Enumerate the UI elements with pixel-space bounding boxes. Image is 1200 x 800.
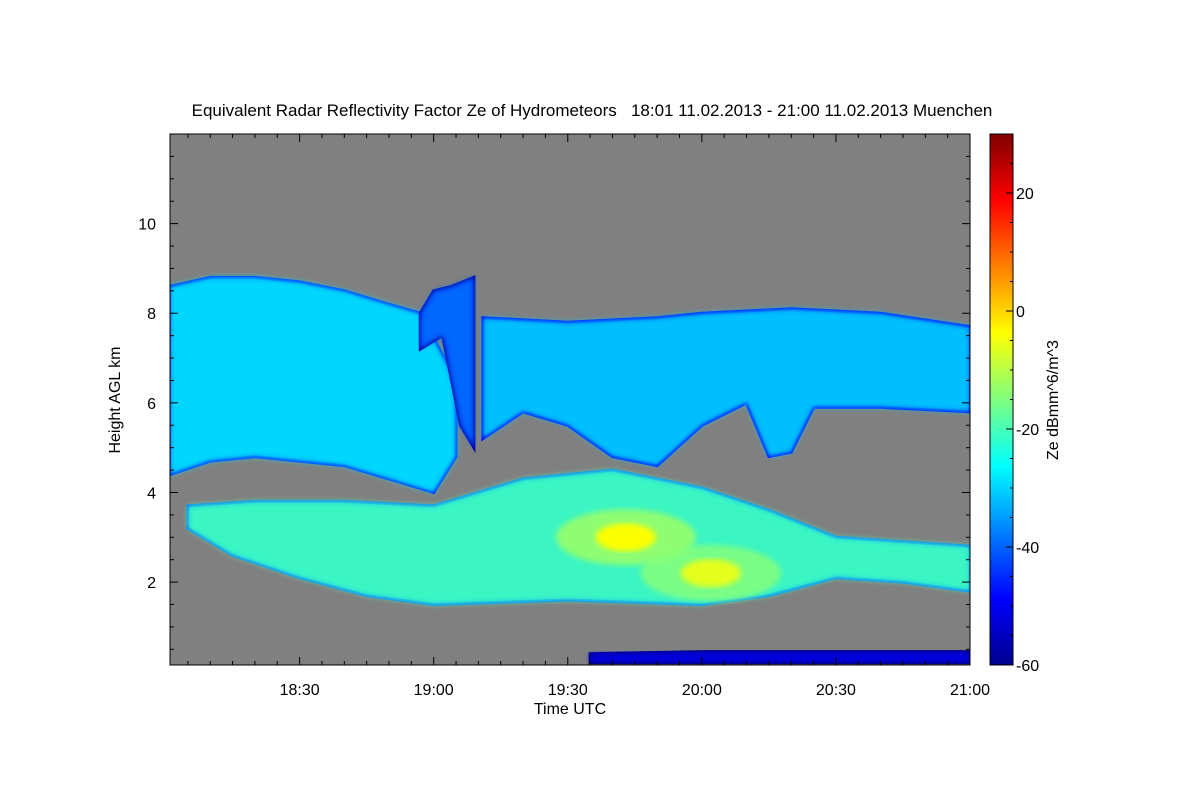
x-tick-label: 19:00 <box>414 682 454 699</box>
reflectivity-core-peak <box>680 559 741 588</box>
x-tick-label: 18:30 <box>280 682 320 699</box>
y-tick-label: 6 <box>147 396 156 413</box>
x-tick-label: 20:00 <box>682 682 722 699</box>
y-tick-label: 2 <box>147 575 156 592</box>
y-tick-label: 8 <box>147 306 156 323</box>
x-axis: 18:30 19:00 19:30 20:00 20:30 21:00 <box>187 134 990 699</box>
colorbar <box>989 133 1014 666</box>
x-axis-label: Time UTC <box>534 701 606 718</box>
colorbar-tick-label: -60 <box>1016 658 1039 675</box>
y-axis: 2 4 6 8 10 <box>138 133 970 650</box>
reflectivity-core-peak <box>595 523 656 552</box>
x-tick-label: 20:30 <box>816 682 856 699</box>
colorbar-tick-label: 0 <box>1016 304 1025 321</box>
colorbar-label: Ze dBmm^6/m^3 <box>1045 340 1062 460</box>
echo-region-inner <box>420 277 474 448</box>
colorbar-tick-label: -40 <box>1016 540 1039 557</box>
colorbar-tick-label: -20 <box>1016 422 1039 439</box>
y-axis-label: Height AGL km <box>107 346 124 453</box>
x-tick-label: 19:30 <box>548 682 588 699</box>
y-tick-label: 10 <box>138 217 156 234</box>
chart-title: Equivalent Radar Reflectivity Factor Ze … <box>192 101 993 120</box>
echo-region-inner <box>170 277 456 493</box>
plot-frame <box>169 133 971 666</box>
colorbar-tick-label: 20 <box>1016 186 1034 203</box>
x-tick-label: 21:00 <box>950 682 990 699</box>
echo-region-inner <box>482 308 970 466</box>
echo-region-inner <box>590 651 970 663</box>
y-tick-label: 4 <box>147 485 156 502</box>
echo-layer <box>170 275 970 665</box>
colorbar-axis: 20 0 -20 -40 -60 <box>1006 133 1039 675</box>
